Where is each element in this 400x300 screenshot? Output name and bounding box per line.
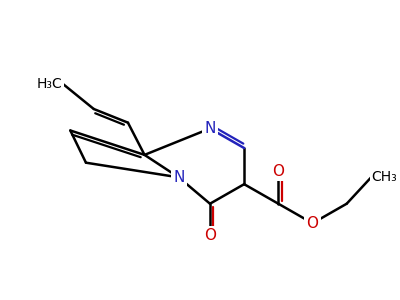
Text: O: O — [272, 164, 284, 179]
Text: N: N — [173, 170, 184, 185]
Text: CH₃: CH₃ — [371, 170, 397, 184]
Text: N: N — [204, 121, 216, 136]
Text: H₃C: H₃C — [37, 76, 62, 91]
Text: O: O — [306, 216, 318, 231]
Text: O: O — [204, 228, 216, 243]
